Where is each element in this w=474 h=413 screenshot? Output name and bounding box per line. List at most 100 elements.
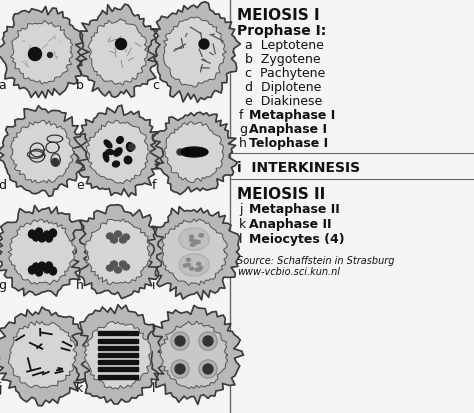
Ellipse shape (191, 243, 194, 246)
Polygon shape (164, 122, 224, 183)
Polygon shape (9, 321, 77, 388)
Ellipse shape (36, 228, 43, 236)
Polygon shape (146, 206, 240, 300)
Ellipse shape (114, 148, 122, 156)
Text: Meiocytes (4): Meiocytes (4) (249, 233, 345, 246)
Ellipse shape (122, 264, 129, 270)
Ellipse shape (49, 267, 56, 275)
Ellipse shape (190, 238, 193, 242)
Ellipse shape (180, 147, 208, 157)
Polygon shape (98, 367, 138, 371)
Ellipse shape (200, 234, 203, 237)
Ellipse shape (122, 234, 129, 240)
Polygon shape (8, 219, 75, 285)
Polygon shape (162, 219, 228, 285)
Text: g: g (0, 279, 6, 292)
Ellipse shape (172, 333, 188, 349)
Ellipse shape (199, 39, 209, 49)
Ellipse shape (199, 266, 203, 269)
Text: f: f (239, 109, 244, 122)
Ellipse shape (171, 332, 189, 350)
Text: Metaphase I: Metaphase I (249, 109, 335, 122)
Ellipse shape (52, 159, 58, 166)
Ellipse shape (46, 234, 53, 242)
Text: Anaphase I: Anaphase I (249, 123, 327, 136)
Polygon shape (0, 7, 89, 98)
Text: d  Diplotene: d Diplotene (245, 81, 321, 94)
Text: h: h (239, 137, 247, 150)
Ellipse shape (127, 142, 134, 152)
Text: MEIOSIS I: MEIOSIS I (237, 8, 319, 23)
Ellipse shape (36, 268, 43, 276)
Ellipse shape (196, 240, 201, 243)
Ellipse shape (197, 268, 201, 271)
Text: a: a (0, 79, 6, 92)
Text: a  Leptotene: a Leptotene (245, 39, 324, 52)
Text: j: j (239, 203, 243, 216)
Ellipse shape (203, 336, 213, 346)
Ellipse shape (190, 235, 193, 238)
Text: e: e (76, 179, 84, 192)
Ellipse shape (44, 231, 51, 239)
Ellipse shape (104, 140, 112, 148)
Ellipse shape (49, 229, 56, 237)
Ellipse shape (199, 332, 217, 350)
Text: Telophase I: Telophase I (249, 137, 328, 150)
Polygon shape (98, 331, 138, 335)
Polygon shape (10, 120, 74, 183)
Polygon shape (84, 321, 151, 389)
Polygon shape (98, 346, 138, 350)
Ellipse shape (33, 263, 39, 271)
Ellipse shape (112, 161, 119, 167)
Polygon shape (10, 20, 73, 84)
Ellipse shape (117, 137, 123, 143)
Ellipse shape (193, 240, 198, 243)
Polygon shape (160, 321, 228, 389)
Text: Anaphase II: Anaphase II (249, 218, 331, 231)
Text: MEIOSIS II: MEIOSIS II (237, 187, 325, 202)
Text: d: d (0, 179, 6, 192)
Ellipse shape (28, 266, 36, 274)
Polygon shape (98, 375, 138, 379)
Ellipse shape (103, 152, 109, 162)
Ellipse shape (186, 258, 191, 261)
Ellipse shape (107, 265, 113, 271)
Text: j: j (0, 382, 1, 395)
Polygon shape (0, 205, 90, 296)
Ellipse shape (110, 237, 118, 243)
Ellipse shape (116, 38, 127, 50)
Text: i  INTERKINESIS: i INTERKINESIS (237, 161, 360, 175)
Ellipse shape (179, 228, 209, 250)
Text: Prophase I:: Prophase I: (237, 24, 326, 38)
Ellipse shape (124, 156, 132, 164)
Polygon shape (88, 19, 148, 85)
Ellipse shape (200, 361, 216, 377)
Ellipse shape (172, 361, 188, 377)
Ellipse shape (46, 262, 53, 270)
Ellipse shape (195, 268, 199, 271)
Text: k: k (239, 218, 246, 231)
Text: g: g (239, 123, 247, 136)
Ellipse shape (175, 364, 185, 374)
Ellipse shape (190, 267, 193, 270)
Ellipse shape (119, 261, 127, 267)
Text: e  Diakinese: e Diakinese (245, 95, 322, 108)
Ellipse shape (197, 262, 201, 265)
Ellipse shape (183, 264, 187, 267)
Polygon shape (0, 307, 91, 406)
Polygon shape (72, 105, 164, 197)
Text: l: l (239, 233, 243, 246)
Polygon shape (148, 2, 240, 102)
Polygon shape (85, 219, 151, 285)
Ellipse shape (180, 255, 208, 275)
Polygon shape (98, 360, 138, 364)
Ellipse shape (200, 333, 216, 349)
Ellipse shape (199, 360, 217, 378)
Ellipse shape (115, 231, 121, 237)
Text: f: f (152, 179, 156, 192)
Ellipse shape (28, 230, 36, 238)
Ellipse shape (44, 265, 51, 273)
Ellipse shape (106, 150, 114, 154)
Ellipse shape (129, 144, 135, 150)
Ellipse shape (177, 149, 183, 155)
